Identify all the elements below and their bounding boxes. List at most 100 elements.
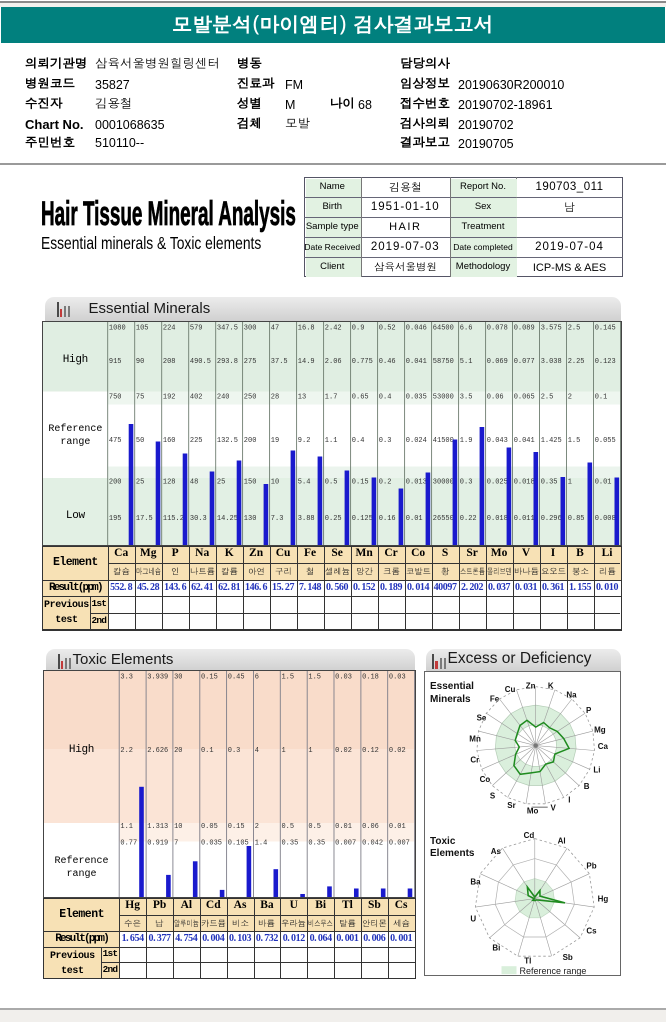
svg-text:0.85: 0.85: [568, 515, 585, 523]
svg-text:41500: 41500: [433, 437, 454, 445]
svg-text:P: P: [585, 706, 591, 715]
svg-text:0.3: 0.3: [379, 437, 392, 445]
svg-text:347.5: 347.5: [217, 324, 238, 332]
svg-text:2.42: 2.42: [325, 324, 342, 332]
svg-text:475: 475: [109, 437, 122, 445]
svg-text:293.8: 293.8: [217, 358, 238, 366]
svg-text:1.313: 1.313: [147, 823, 168, 831]
svg-text:1.7: 1.7: [325, 393, 338, 401]
svg-text:0.1: 0.1: [201, 747, 214, 755]
svg-text:0.45: 0.45: [228, 674, 245, 682]
svg-text:490.5: 490.5: [190, 358, 211, 366]
svg-text:3.5: 3.5: [460, 393, 473, 401]
svg-text:As: As: [490, 847, 501, 856]
svg-text:10: 10: [174, 823, 182, 831]
svg-text:0.089: 0.089: [514, 324, 535, 332]
svg-text:Sr: Sr: [507, 801, 515, 810]
svg-text:0.007: 0.007: [335, 840, 356, 848]
svg-text:224: 224: [163, 324, 176, 332]
svg-text:Zn: Zn: [525, 682, 535, 691]
svg-text:6.6: 6.6: [460, 324, 473, 332]
svg-text:2.5: 2.5: [568, 324, 581, 332]
svg-text:0.008: 0.008: [595, 515, 616, 523]
svg-text:1.425: 1.425: [541, 437, 562, 445]
svg-text:9.2: 9.2: [298, 437, 311, 445]
svg-text:0.06: 0.06: [487, 393, 504, 401]
svg-text:0.52: 0.52: [379, 324, 396, 332]
svg-text:0.15: 0.15: [228, 823, 245, 831]
svg-text:0.01: 0.01: [335, 823, 352, 831]
svg-text:26550: 26550: [433, 515, 454, 523]
svg-text:Sb: Sb: [562, 953, 572, 962]
svg-text:0.105: 0.105: [228, 840, 249, 848]
svg-text:0.03: 0.03: [389, 674, 406, 682]
svg-text:3.575: 3.575: [541, 324, 562, 332]
svg-text:28: 28: [271, 393, 279, 401]
svg-text:1.5: 1.5: [568, 437, 581, 445]
svg-text:0.35: 0.35: [281, 840, 298, 848]
svg-text:1.4: 1.4: [255, 840, 268, 848]
svg-text:1080: 1080: [109, 324, 126, 332]
svg-text:0.919: 0.919: [147, 840, 168, 848]
svg-text:160: 160: [163, 437, 176, 445]
svg-text:2.5: 2.5: [541, 393, 554, 401]
svg-text:0.01: 0.01: [389, 823, 406, 831]
svg-text:0.041: 0.041: [514, 437, 535, 445]
svg-text:0.5: 0.5: [308, 823, 321, 831]
svg-text:1: 1: [281, 747, 285, 755]
svg-text:0.46: 0.46: [379, 358, 396, 366]
svg-text:Na: Na: [566, 691, 577, 700]
svg-text:208: 208: [163, 358, 176, 366]
svg-text:0.3: 0.3: [460, 478, 473, 486]
svg-text:0.2: 0.2: [379, 478, 392, 486]
svg-text:0.145: 0.145: [595, 324, 616, 332]
svg-text:Cd: Cd: [523, 831, 534, 840]
svg-text:132.5: 132.5: [217, 437, 238, 445]
svg-text:0.18: 0.18: [362, 674, 379, 682]
svg-text:1.9: 1.9: [460, 437, 473, 445]
svg-text:0.01: 0.01: [406, 515, 423, 523]
svg-text:13: 13: [298, 393, 306, 401]
svg-text:4: 4: [255, 747, 259, 755]
svg-text:Reference range: Reference range: [519, 966, 586, 975]
svg-text:0.05: 0.05: [201, 823, 218, 831]
svg-text:Ba: Ba: [470, 878, 481, 887]
svg-text:915: 915: [109, 358, 122, 366]
svg-text:0.5: 0.5: [281, 823, 294, 831]
svg-text:B: B: [583, 782, 589, 791]
svg-text:Fe: Fe: [489, 695, 499, 704]
svg-text:Co: Co: [479, 775, 490, 784]
svg-text:20: 20: [174, 747, 182, 755]
svg-text:0.025: 0.025: [487, 478, 508, 486]
svg-text:Bi: Bi: [492, 944, 500, 953]
svg-text:25: 25: [136, 478, 144, 486]
svg-text:0.046: 0.046: [406, 324, 427, 332]
svg-text:0.9: 0.9: [352, 324, 365, 332]
svg-text:5.1: 5.1: [460, 358, 473, 366]
svg-text:0.15: 0.15: [352, 478, 369, 486]
svg-text:0.011: 0.011: [514, 515, 535, 523]
svg-text:0.123: 0.123: [595, 358, 616, 366]
svg-text:0.77: 0.77: [120, 840, 137, 848]
svg-text:195: 195: [109, 515, 122, 523]
svg-text:275: 275: [244, 358, 257, 366]
svg-text:250: 250: [244, 393, 257, 401]
svg-text:Pb: Pb: [586, 862, 596, 871]
svg-text:2.25: 2.25: [568, 358, 585, 366]
svg-text:105: 105: [136, 324, 149, 332]
svg-text:0.018: 0.018: [487, 515, 508, 523]
svg-text:0.065: 0.065: [514, 393, 535, 401]
svg-text:47: 47: [271, 324, 279, 332]
svg-text:0.1: 0.1: [595, 393, 608, 401]
svg-text:0.035: 0.035: [406, 393, 427, 401]
svg-text:0.01: 0.01: [595, 478, 612, 486]
svg-text:75: 75: [136, 393, 144, 401]
svg-text:300: 300: [244, 324, 257, 332]
svg-text:25: 25: [217, 478, 225, 486]
svg-text:0.16: 0.16: [379, 515, 396, 523]
svg-text:17.5: 17.5: [136, 515, 153, 523]
svg-text:130: 130: [244, 515, 257, 523]
svg-text:1.5: 1.5: [308, 674, 321, 682]
svg-text:2.626: 2.626: [147, 747, 168, 755]
svg-text:53000: 53000: [433, 393, 454, 401]
